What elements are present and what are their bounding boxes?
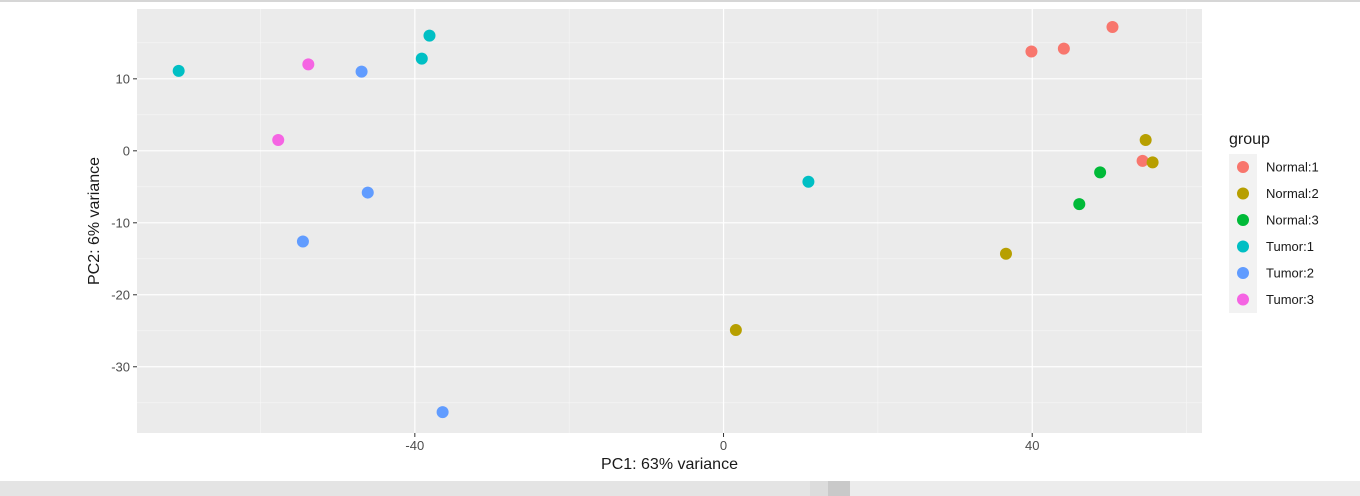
y-tick-label: -10 <box>111 215 130 230</box>
legend-label: Tumor:3 <box>1266 292 1314 307</box>
data-point <box>296 235 309 248</box>
data-point <box>999 247 1012 260</box>
legend-key <box>1237 161 1249 173</box>
major-gridlines <box>137 9 1202 433</box>
legend-label: Tumor:1 <box>1266 239 1314 254</box>
legend-items: Normal:1 Normal:2 Normal:3 Tumor:1 Tumor:2 Tu… <box>1237 160 1319 307</box>
pane-splitter[interactable] <box>828 481 850 496</box>
x-tick-label: -40 <box>405 438 424 453</box>
legend-label: Normal:2 <box>1266 186 1319 201</box>
data-point <box>1136 154 1149 167</box>
axis-ticks: -40 0 40 10 0 -10 -20 -30 <box>111 71 1039 453</box>
data-point <box>355 65 368 78</box>
plot-panel <box>137 9 1202 433</box>
data-point <box>802 175 815 188</box>
data-point <box>729 324 742 337</box>
data-point <box>1094 166 1107 179</box>
data-point <box>172 64 185 77</box>
data-point <box>272 134 285 147</box>
legend-label: Normal:3 <box>1266 213 1319 228</box>
console-pane-edge <box>0 481 810 496</box>
data-point <box>415 52 428 65</box>
right-pane-edge <box>850 481 1360 496</box>
legend-title: group <box>1229 131 1270 148</box>
y-tick-label: -30 <box>111 359 130 374</box>
data-point <box>302 58 315 71</box>
legend-label: Normal:1 <box>1266 160 1319 175</box>
data-point <box>436 406 449 419</box>
data-point <box>1139 134 1152 147</box>
window-top-border <box>0 0 1360 2</box>
x-axis-title: PC1: 63% variance <box>601 456 738 473</box>
y-tick-label: 10 <box>116 71 130 86</box>
legend-key <box>1237 267 1249 279</box>
y-axis-title: PC2: 6% variance <box>86 157 103 285</box>
x-tick-label: 40 <box>1025 438 1039 453</box>
y-tick-label: -20 <box>111 287 130 302</box>
minor-gridlines <box>137 9 1202 433</box>
data-point <box>1057 42 1070 55</box>
legend-label: Tumor:2 <box>1266 266 1314 281</box>
legend-key <box>1237 240 1249 253</box>
data-point <box>1146 156 1159 169</box>
pca-scatter-plot: -40 0 40 10 0 -10 -20 -30 PC1: 63% variance PC2… <box>86 9 1319 473</box>
x-tick-label: 0 <box>720 438 727 453</box>
data-point <box>1025 45 1038 58</box>
data-points <box>172 20 1159 419</box>
legend-key <box>1237 187 1249 200</box>
rstudio-panes-peek <box>0 481 1360 496</box>
legend: group Normal:1 Normal:2 Normal:3 Tumor:1 Tum… <box>1229 131 1319 313</box>
data-point <box>1073 198 1086 211</box>
legend-key <box>1237 293 1249 306</box>
legend-key-background <box>1229 154 1257 313</box>
data-point <box>1106 20 1119 33</box>
legend-key <box>1237 214 1249 226</box>
data-point <box>423 29 436 42</box>
data-point <box>361 186 374 199</box>
y-tick-label: 0 <box>123 143 130 158</box>
